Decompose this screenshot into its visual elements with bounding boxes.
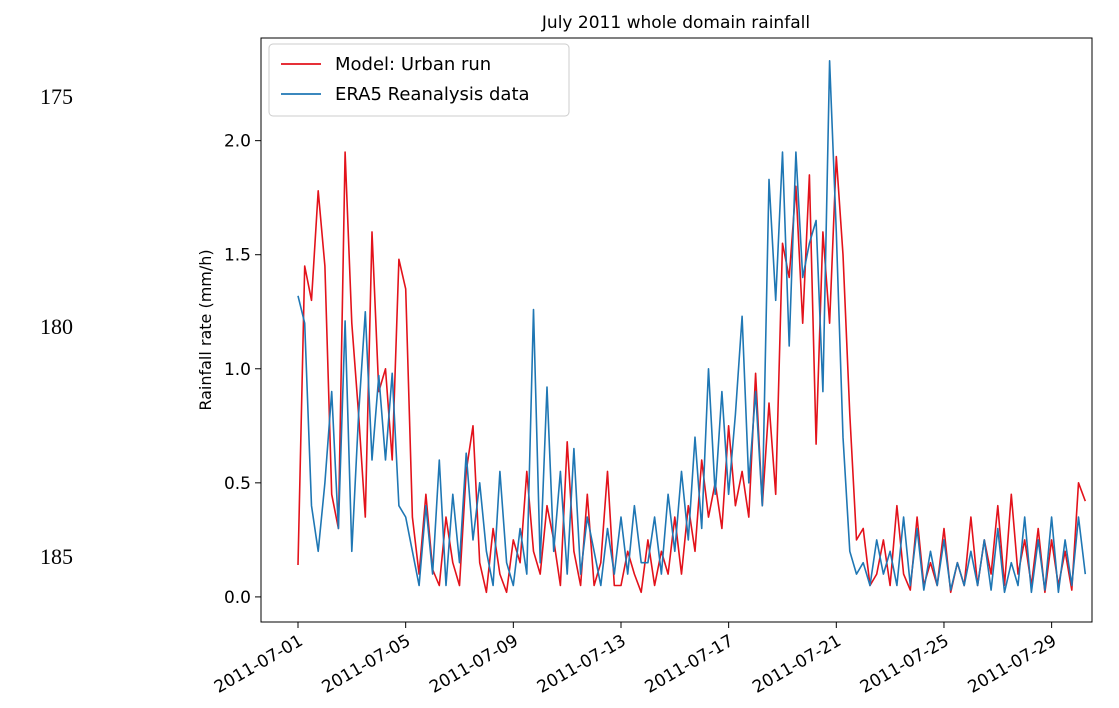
legend-label: Model: Urban run (335, 54, 491, 75)
line-number: 175 (40, 84, 73, 109)
y-tick-label: 1.0 (224, 360, 251, 380)
plot-frame (260, 37, 1093, 623)
series-line (297, 60, 1087, 594)
y-tick-label: 0.0 (224, 588, 251, 608)
x-tick-label: 2011-07-21 (749, 631, 845, 698)
y-axis-label: Rainfall rate (mm/h) (196, 249, 215, 410)
y-tick-label: 0.5 (224, 474, 251, 494)
line-number: 185 (40, 544, 73, 569)
series-line (297, 151, 1087, 594)
y-tick-label: 1.5 (224, 246, 251, 266)
legend-label: ERA5 Reanalysis data (335, 84, 530, 105)
x-tick-label: 2011-07-09 (426, 631, 522, 698)
x-tick-label: 2011-07-25 (857, 631, 953, 698)
x-tick-label: 2011-07-29 (965, 631, 1061, 698)
chart-title: July 2011 whole domain rainfall (541, 13, 810, 33)
y-tick-label: 2.0 (224, 132, 251, 152)
x-tick-label: 2011-07-17 (642, 631, 738, 698)
legend-box (268, 43, 570, 117)
x-tick-label: 2011-07-13 (534, 631, 630, 698)
x-tick-label: 2011-07-05 (319, 631, 415, 698)
line-number: 180 (40, 314, 73, 339)
x-tick-label: 2011-07-01 (211, 631, 307, 698)
